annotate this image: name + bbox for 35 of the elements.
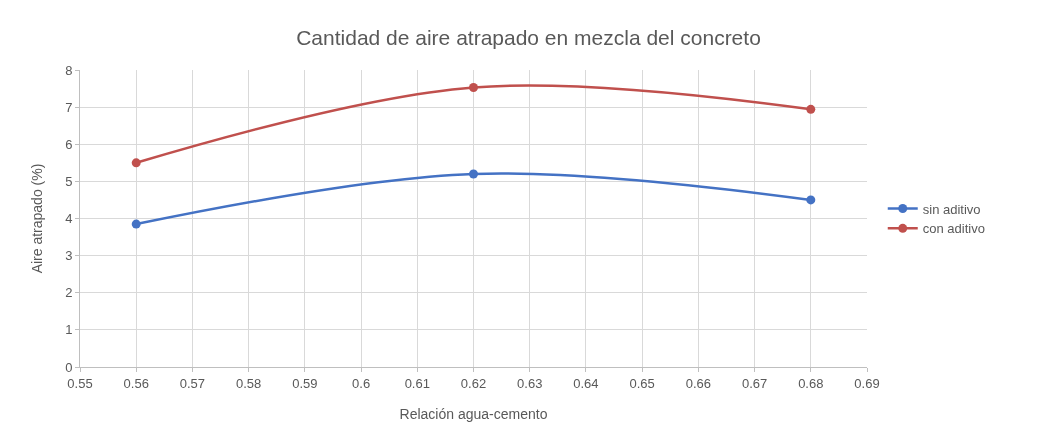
- x-axis-title: Relación agua-cemento: [399, 406, 548, 422]
- point: [131, 219, 141, 229]
- x-tick-label: 0.63: [517, 375, 543, 391]
- y-tick-label: 1: [65, 322, 73, 338]
- x-tick-label: 0.61: [404, 375, 430, 391]
- y-tick-label: 8: [65, 62, 73, 78]
- y-axis-title: Aire atrapado (%): [29, 163, 45, 274]
- x-tick-label: 0.62: [460, 375, 487, 391]
- x-tick-label: 0.6: [352, 375, 371, 391]
- x-tick-label: 0.66: [685, 375, 712, 391]
- y-tick-label: 4: [65, 211, 73, 227]
- chart-title: Cantidad de aire atrapado en mezcla del concreto: [296, 26, 761, 50]
- point: [131, 158, 141, 168]
- x-tick-label: 0.69: [854, 375, 880, 391]
- x-tick-label: 0.64: [573, 375, 599, 391]
- x-tick-label: 0.67: [741, 375, 768, 391]
- point: [806, 104, 816, 114]
- y-tick-label: 2: [65, 285, 73, 301]
- x-tick-label: 0.68: [798, 375, 824, 391]
- point: [469, 169, 478, 179]
- point: [469, 82, 478, 92]
- y-tick-label: 5: [65, 173, 73, 189]
- y-tick-label: 3: [65, 248, 73, 264]
- y-tick-label: 0: [65, 359, 73, 375]
- legend-label: sin aditivo: [922, 201, 981, 217]
- y-tick-label: 7: [65, 99, 73, 115]
- x-tick-label: 0.58: [235, 375, 262, 391]
- legend-label: con aditivo: [922, 221, 985, 237]
- point: [806, 195, 816, 205]
- x-tick-label: 0.65: [629, 375, 655, 391]
- x-tick-label: 0.59: [292, 375, 318, 391]
- x-tick-label: 0.57: [179, 375, 206, 391]
- x-tick-label: 0.56: [123, 375, 149, 391]
- y-tick-label: 6: [65, 136, 73, 152]
- x-tick-label: 0.55: [67, 375, 93, 391]
